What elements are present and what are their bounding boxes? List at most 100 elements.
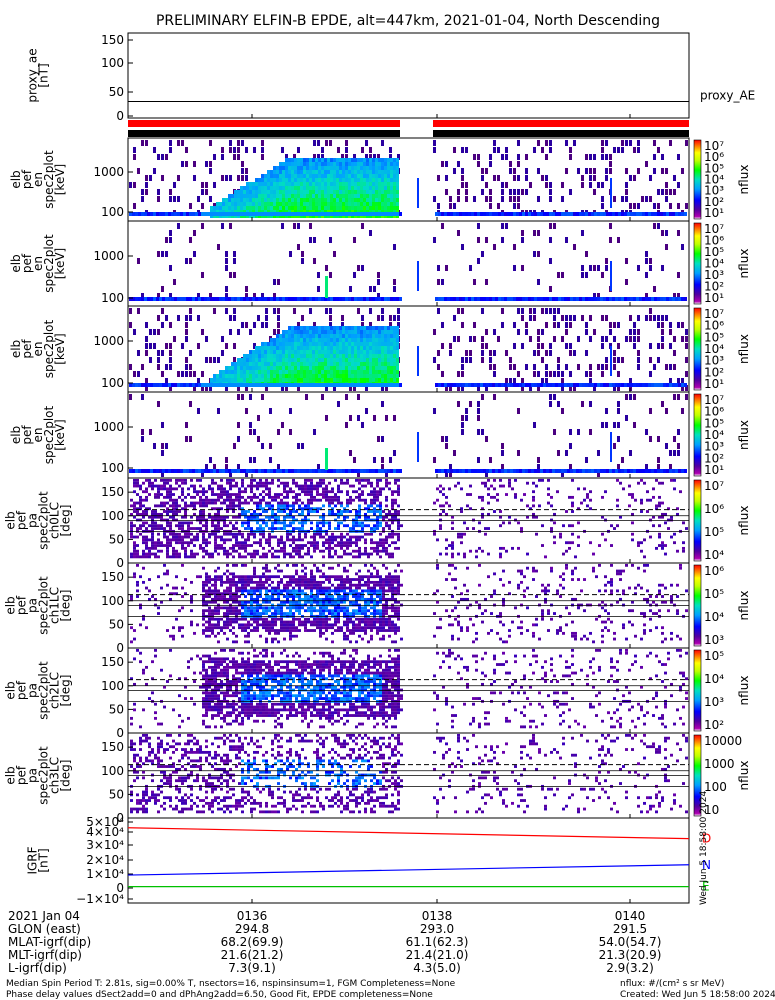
heatmap-cell	[279, 370, 282, 374]
heatmap-cell	[329, 315, 332, 321]
heatmap-cell	[160, 518, 163, 522]
heatmap-cell	[331, 495, 334, 499]
heatmap-cell	[199, 521, 202, 525]
heatmap-cell	[385, 515, 388, 519]
heatmap-cell	[132, 212, 135, 216]
heatmap-cell	[360, 178, 363, 182]
heatmap-cell	[322, 504, 325, 508]
heatmap-cell	[201, 182, 204, 188]
heatmap-cell	[329, 237, 332, 243]
heatmap-cell	[321, 354, 324, 358]
heatmap-cell	[232, 546, 235, 550]
heatmap-cell	[255, 378, 258, 382]
heatmap-cell	[649, 315, 652, 321]
heatmap-cell	[492, 383, 495, 387]
heatmap-cell	[169, 385, 172, 391]
ytick-label-en1-1: 100	[101, 205, 124, 219]
heatmap-cell	[393, 383, 396, 387]
heatmap-cell	[337, 501, 340, 505]
heatmap-cell	[130, 498, 133, 502]
heatmap-cell	[333, 370, 336, 374]
heatmap-cell	[567, 212, 570, 216]
heatmap-cell	[318, 374, 321, 378]
heatmap-cell	[399, 297, 402, 301]
heatmap-cell	[304, 535, 307, 539]
heatmap-cell	[157, 357, 160, 363]
heatmap-cell	[609, 168, 612, 174]
heatmap-cell	[246, 182, 249, 186]
heatmap-cell	[220, 495, 223, 499]
colorbar-label-en4: nflux	[737, 420, 751, 450]
heatmap-cell	[238, 490, 241, 494]
heatmap-cell	[223, 487, 226, 491]
heatmap-cell	[297, 182, 300, 186]
heatmap-cell	[537, 329, 540, 335]
heatmap-cell	[348, 358, 351, 362]
heatmap-cell	[270, 378, 273, 382]
heatmap-cell	[223, 501, 226, 505]
heatmap-cell	[168, 212, 171, 216]
heatmap-cell	[379, 507, 382, 511]
heatmap-cell	[199, 490, 202, 494]
heatmap-cell	[255, 194, 258, 198]
heatmap-cell	[232, 524, 235, 528]
heatmap-cell	[351, 212, 354, 216]
heatmap-cell	[277, 315, 280, 321]
heatmap-cell	[189, 297, 192, 301]
heatmap-cell	[229, 493, 232, 496]
heatmap-cell	[379, 490, 382, 494]
heatmap-cell	[163, 504, 166, 508]
heatmap-cell	[201, 469, 204, 473]
heatmap-cell	[605, 140, 608, 146]
heatmap-cell	[250, 490, 253, 494]
heatmap-cell	[270, 174, 273, 178]
heatmap-cell	[330, 350, 333, 354]
heatmap-cell	[594, 297, 597, 301]
heatmap-cell	[324, 178, 327, 182]
heatmap-cell	[348, 330, 351, 334]
heatmap-cell	[315, 469, 318, 473]
heatmap-cell	[175, 555, 178, 559]
heatmap-cell	[312, 346, 315, 350]
heatmap-cell	[557, 401, 560, 407]
heatmap-cell	[390, 297, 393, 301]
heatmap-cell	[334, 495, 337, 499]
heatmap-cell	[265, 487, 268, 491]
heatmap-cell	[226, 532, 229, 536]
heatmap-cell	[211, 507, 214, 511]
heatmap-cell	[441, 212, 444, 216]
heatmap-cell	[433, 408, 436, 414]
heatmap-cell	[573, 297, 576, 301]
heatmap-cell	[565, 364, 568, 370]
heatmap-cell	[229, 140, 232, 146]
heatmap-cell	[461, 415, 464, 421]
heatmap-cell	[325, 532, 328, 536]
heatmap-cell	[387, 354, 390, 358]
heatmap-cell	[249, 366, 252, 370]
heatmap-cell	[396, 202, 399, 206]
heatmap-cell	[363, 378, 366, 382]
heatmap-cell	[327, 162, 330, 166]
heatmap-cell	[166, 487, 169, 491]
heatmap-cell	[497, 336, 500, 342]
heatmap-cell	[379, 493, 382, 496]
heatmap-cell	[342, 378, 345, 382]
heatmap-cell	[480, 297, 483, 301]
heatmap-cell	[294, 166, 297, 170]
heatmap-cell	[372, 206, 375, 210]
heatmap-cell	[342, 297, 345, 301]
heatmap-cell	[492, 212, 495, 216]
heatmap-cell	[617, 422, 620, 428]
heatmap-cell	[453, 469, 456, 473]
heatmap-cell	[448, 504, 451, 508]
heatmap-cell	[445, 546, 448, 550]
heatmap-cell	[585, 154, 588, 160]
heatmap-cell	[617, 147, 620, 153]
heatmap-cell	[208, 515, 211, 519]
heatmap-cell	[525, 189, 528, 195]
heatmap-cell	[615, 383, 618, 387]
heatmap-cell	[330, 330, 333, 334]
heatmap-cell	[660, 469, 663, 473]
heatmap-cell	[337, 510, 340, 513]
heatmap-cell	[473, 336, 476, 342]
